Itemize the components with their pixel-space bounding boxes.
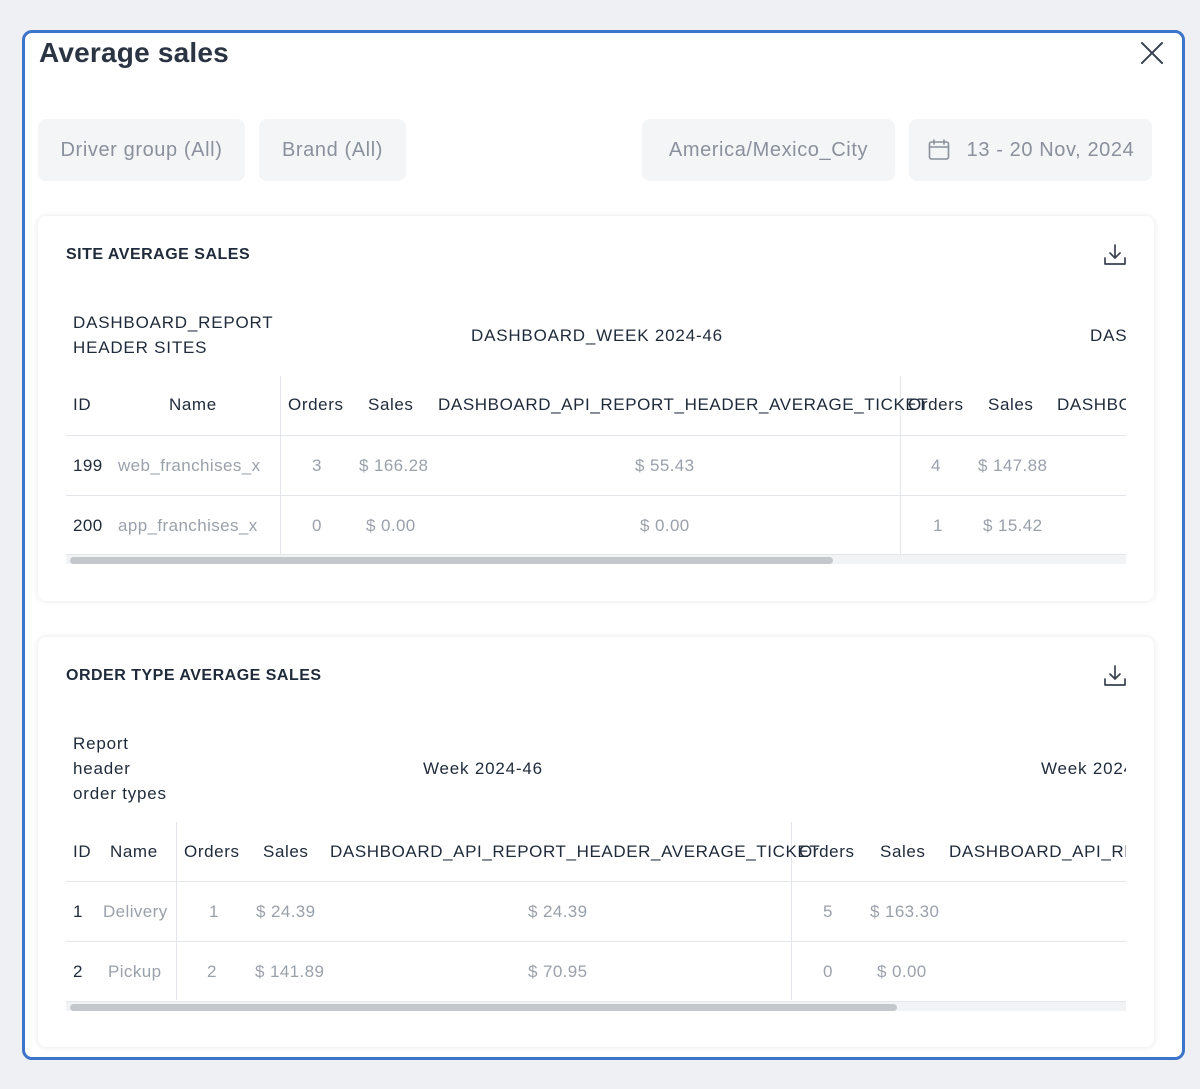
site-group-header-sites: DASHBOARD_REPORT HEADER SITES [73,313,274,357]
row-divider [66,495,1126,496]
cell-id: 199 [73,456,103,475]
site-col-divider [280,376,281,554]
cell-orders-2: 0 [823,962,833,981]
driver-group-filter[interactable]: Driver group (All) [38,119,245,181]
order-card-title: ORDER TYPE AVERAGE SALES [66,667,322,684]
order-type-table: Report header order types Week 2024-46 W… [66,729,1126,1029]
site-scrollbar-thumb[interactable] [70,557,834,564]
cell-sales: $ 0.00 [366,516,416,535]
download-icon [1104,665,1126,686]
cell-id: 1 [73,902,83,921]
order-col-divider [791,822,792,1000]
order-scrollbar[interactable] [66,1001,1126,1011]
order-col-sales-2: Sales [880,842,926,861]
site-group-header-next: DAS [1090,326,1126,345]
calendar-icon [927,138,951,162]
cell-orders-2: 4 [931,456,941,475]
cell-orders: 2 [207,962,217,981]
cell-sales: $ 24.39 [256,902,316,921]
order-col-avg-ticket: DASHBOARD_API_REPORT_HEADER_AVERAGE_TICK… [330,842,821,861]
site-scrollbar[interactable] [66,554,1126,564]
order-col-avg-ticket-2: DASHBOARD_API_RE [949,842,1126,861]
date-range-picker[interactable]: 13 - 20 Nov, 2024 [909,119,1152,181]
cell-id: 200 [73,516,103,535]
site-download-button[interactable] [1102,242,1128,268]
site-card-title: SITE AVERAGE SALES [66,246,251,263]
cell-orders: 1 [209,902,219,921]
cell-sales-2: $ 15.42 [983,516,1043,535]
modal-title: Average sales [39,37,229,68]
site-col-orders-2: Orders [908,395,964,414]
site-col-id: ID [73,395,92,414]
cell-sales-2: $ 163.30 [870,902,940,921]
order-group-header-types: Report header order types [73,734,167,803]
cell-name: Delivery [103,902,168,921]
row-divider [66,435,1126,436]
order-col-sales: Sales [263,842,309,861]
cell-orders: 0 [312,516,322,535]
download-icon [1104,244,1126,265]
date-range-label: 13 - 20 Nov, 2024 [966,138,1135,161]
order-col-orders-2: Orders [799,842,855,861]
close-button[interactable] [1136,37,1168,69]
cell-sales: $ 141.89 [255,962,325,981]
brand-label: Brand (All) [281,138,384,161]
site-col-orders: Orders [288,395,344,414]
cell-sales-2: $ 147.88 [978,456,1048,475]
row-divider [66,941,1126,942]
site-table: DASHBOARD_REPORT HEADER SITES DASHBOARD_… [66,308,1126,578]
order-col-id: ID [73,842,92,861]
site-col-name: Name [169,395,217,414]
cell-avg-ticket: $ 0.00 [640,516,690,535]
average-sales-modal: Average sales Driver group (All) Brand (… [22,30,1185,1060]
cell-orders-2: 1 [933,516,943,535]
site-col-avg-ticket: DASHBOARD_API_REPORT_HEADER_AVERAGE_TICK… [438,395,929,414]
cell-avg-ticket: $ 70.95 [528,962,588,981]
site-col-avg-ticket-2: DASHBO [1057,395,1126,414]
order-col-divider [176,822,177,1000]
row-divider [66,881,1126,882]
timezone-filter[interactable]: America/Mexico_City [642,119,895,181]
cell-orders-2: 5 [823,902,833,921]
order-col-name: Name [110,842,158,861]
close-icon [1141,42,1163,64]
site-col-sales: Sales [368,395,414,414]
cell-id: 2 [73,962,83,981]
cell-avg-ticket: $ 24.39 [528,902,588,921]
cell-name: web_franchises_x [118,456,261,475]
brand-filter[interactable]: Brand (All) [259,119,406,181]
order-group-header-week: Week 2024-46 [423,759,543,778]
order-type-average-sales-card: ORDER TYPE AVERAGE SALES Report header o… [38,637,1154,1047]
order-scrollbar-thumb[interactable] [70,1004,897,1011]
cell-name: app_franchises_x [118,516,258,535]
cell-orders: 3 [312,456,322,475]
cell-sales: $ 166.28 [359,456,429,475]
timezone-label: America/Mexico_City [668,138,869,161]
site-average-sales-card: SITE AVERAGE SALES DASHBOARD_REPORT HEAD… [38,216,1154,601]
order-col-orders: Orders [184,842,240,861]
cell-name: Pickup [108,962,162,981]
order-download-button[interactable] [1102,663,1128,689]
cell-avg-ticket: $ 55.43 [635,456,695,475]
driver-group-label: Driver group (All) [60,138,223,161]
site-col-sales-2: Sales [988,395,1034,414]
site-group-header-week: DASHBOARD_WEEK 2024-46 [471,326,723,345]
cell-sales-2: $ 0.00 [877,962,927,981]
order-group-header-next: Week 2024 [1041,759,1126,778]
site-col-divider [900,376,901,554]
